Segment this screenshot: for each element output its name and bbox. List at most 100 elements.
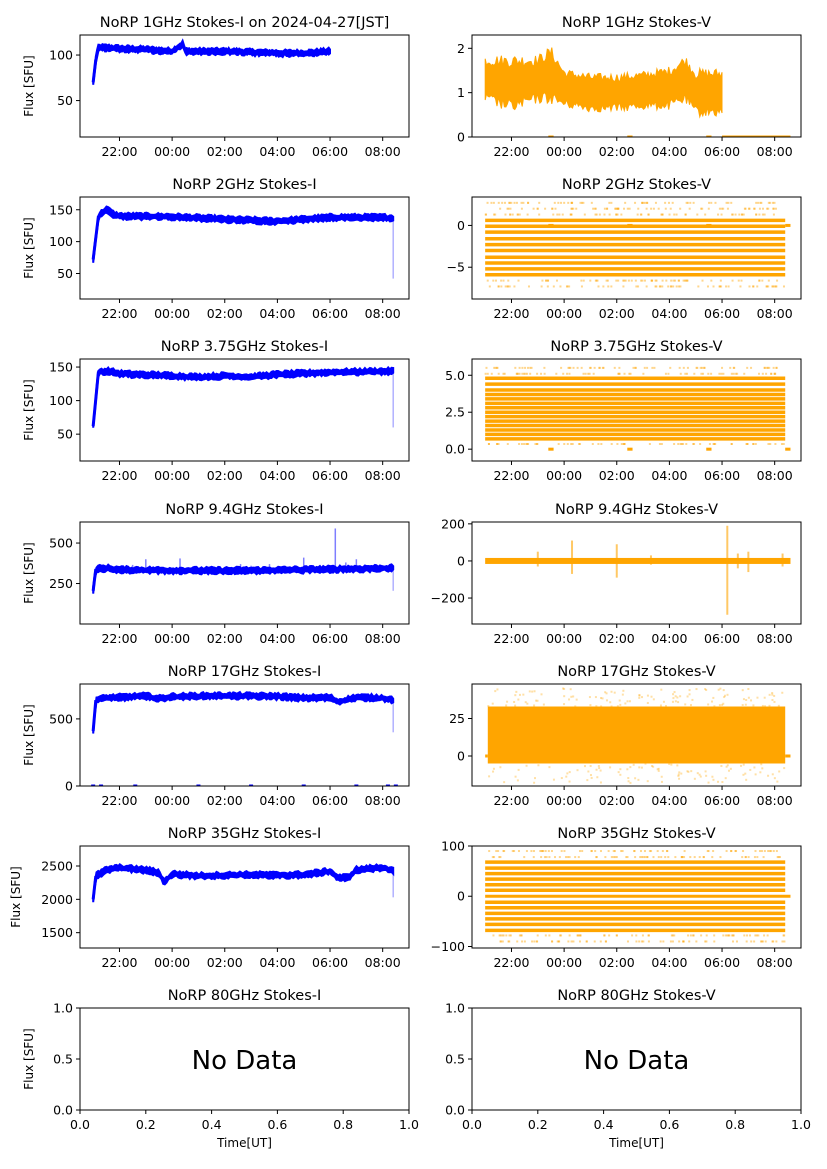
x-tick-label: 0.4: [202, 1117, 222, 1132]
stokes-v-point: [781, 940, 784, 943]
stokes-v-point: [495, 850, 498, 853]
stokes-v-point: [744, 856, 747, 859]
stokes-v-point: [508, 201, 511, 204]
stokes-v-point: [661, 850, 664, 853]
stokes-v-point: [560, 366, 563, 369]
y-axis-label: Flux [SFU]: [22, 542, 36, 603]
stokes-v-point: [588, 366, 591, 369]
stokes-v-point: [704, 213, 707, 216]
stokes-i-rise: [91, 568, 98, 591]
stokes-v-point: [677, 279, 680, 282]
stokes-v-point: [772, 850, 775, 853]
stokes-v-point: [759, 201, 762, 204]
stokes-v-point: [720, 207, 723, 210]
stokes-v-point: [589, 366, 592, 369]
stokes-v-point: [718, 285, 721, 288]
stokes-v-point: [554, 856, 557, 859]
y-tick-label: 25: [449, 711, 465, 726]
stokes-v-point: [561, 213, 564, 216]
stokes-v-point: [634, 201, 637, 204]
x-tick-label: 00:00: [154, 306, 190, 321]
stokes-v-point: [569, 213, 572, 216]
stokes-v-point: [523, 372, 526, 375]
stokes-v-point: [571, 201, 574, 204]
stokes-v-point: [704, 770, 707, 773]
stokes-v-point: [767, 850, 770, 853]
x-tick-label: 06:00: [312, 631, 348, 646]
stokes-v-point: [708, 443, 711, 445]
stokes-v-point: [731, 934, 734, 937]
stokes-v-point: [641, 201, 644, 204]
x-tick-label: 04:00: [651, 144, 687, 159]
stokes-v-point: [650, 695, 653, 698]
stokes-v-point: [623, 372, 626, 375]
stokes-v-point: [642, 201, 645, 204]
axes-frame: [471, 196, 802, 300]
stokes-v-point: [592, 372, 595, 375]
stokes-v-point: [726, 693, 729, 696]
stokes-v-point: [513, 850, 516, 853]
x-tick-label: 22:00: [493, 793, 529, 808]
subplot-14: NoRP 80GHz Stokes-V 0.0 0.5 1.0 0.0 0.2 0.4 0.6…: [445, 988, 811, 1150]
stokes-v-point: [652, 207, 655, 210]
stokes-v-point: [690, 770, 693, 773]
stokes-v-point: [641, 934, 644, 937]
stokes-v-point: [726, 207, 729, 210]
data-layer: [485, 850, 791, 943]
y-tick-label: 200: [441, 516, 465, 531]
y-tick-label: 100: [49, 48, 73, 63]
stokes-v-point: [508, 940, 511, 943]
stokes-v-point: [521, 940, 524, 943]
chart-title: NoRP 80GHz Stokes-I: [168, 988, 322, 1004]
stokes-v-point: [570, 695, 573, 698]
stokes-v-point: [763, 850, 766, 853]
stokes-v-point: [506, 207, 509, 210]
stokes-v-point: [632, 366, 635, 369]
stokes-v-point: [618, 372, 621, 375]
stokes-v-point: [515, 372, 518, 375]
stokes-v-point: [536, 699, 539, 702]
data-layer: [91, 862, 395, 903]
stokes-v-point: [741, 213, 744, 216]
stokes-v-point: [696, 772, 699, 775]
stokes-v-point: [761, 940, 764, 943]
stokes-v-point: [506, 285, 509, 288]
stokes-v-point: [744, 703, 747, 706]
stokes-v-point: [691, 698, 694, 701]
chart-title: NoRP 35GHz Stokes-I: [168, 826, 322, 842]
x-tick-label: 02:00: [207, 306, 243, 321]
stokes-v-point: [517, 279, 520, 282]
stokes-v-point: [499, 940, 502, 943]
stokes-v-point: [752, 285, 755, 288]
stokes-v-point: [580, 285, 583, 288]
chart-title: NoRP 35GHz Stokes-V: [557, 826, 715, 842]
stokes-v-point: [714, 443, 717, 445]
stokes-v-point: [615, 856, 618, 859]
stokes-v-point: [771, 201, 774, 204]
stokes-v-point: [496, 443, 499, 445]
stokes-v-point: [652, 765, 655, 768]
stokes-v-point: [676, 764, 679, 767]
x-tick-label: 0.0: [462, 1117, 482, 1132]
stokes-v-point: [731, 279, 734, 282]
stokes-i-zero-mark: [385, 784, 390, 786]
stokes-v-point: [509, 213, 512, 216]
stokes-v-point: [670, 285, 673, 288]
stokes-v-point: [514, 366, 517, 369]
stokes-v-point: [600, 443, 603, 445]
y-tick-label: 100: [49, 234, 73, 249]
stokes-v-point: [734, 372, 737, 375]
stokes-v-point: [493, 856, 496, 859]
y-tick-label: 2: [457, 41, 465, 56]
x-tick-label: 06:00: [704, 793, 740, 808]
stokes-v-point: [767, 774, 770, 777]
stokes-v-point: [513, 285, 516, 288]
y-tick-label: 150: [49, 202, 73, 217]
stokes-v-point: [581, 850, 584, 853]
stokes-v-point: [730, 213, 733, 216]
chart-title: NoRP 9.4GHz Stokes-I: [165, 502, 323, 518]
stokes-v-point: [741, 689, 744, 692]
x-tick-label: 06:00: [704, 631, 740, 646]
chart-title: NoRP 2GHz Stokes-I: [172, 177, 316, 193]
stokes-v-point: [645, 285, 648, 288]
